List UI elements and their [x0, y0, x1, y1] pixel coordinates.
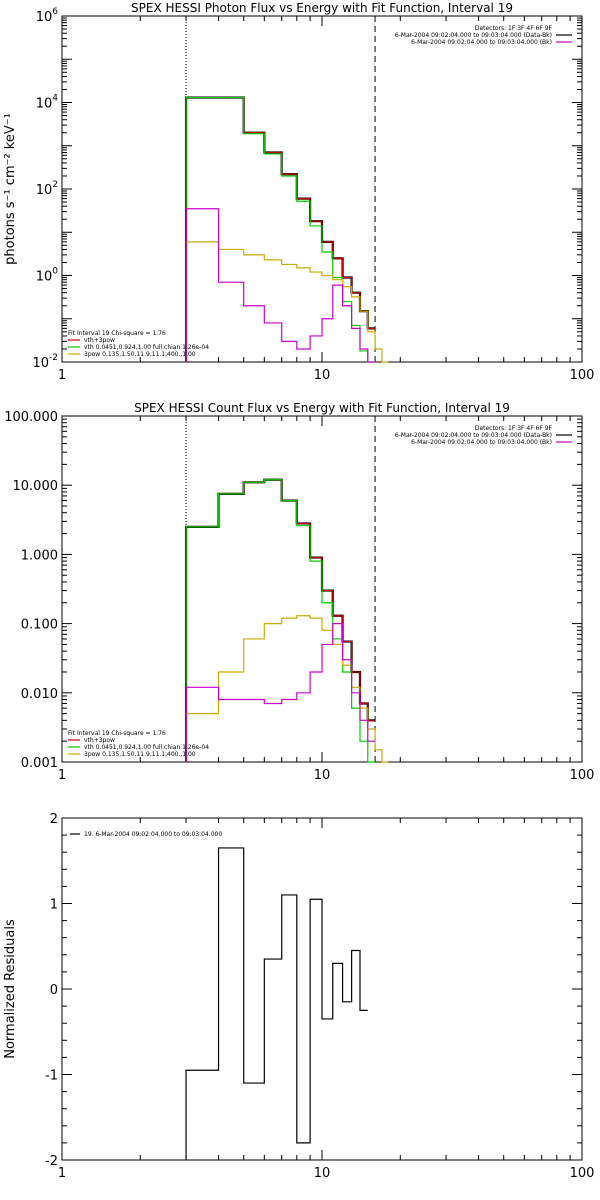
legend-bottom-entry: vth 0.0451,0.924,1.00 full chian 1.26e-0… — [84, 744, 209, 751]
chart-title: SPEX HESSI Count Flux vs Energy with Fit… — [134, 401, 510, 415]
y-tick-label: 1 — [50, 898, 58, 913]
y-tick-base: 10 — [36, 10, 53, 25]
y-tick-label: 10.000 — [13, 479, 59, 494]
y-tick-label: 100 — [36, 267, 59, 285]
legend-bottom-entry: 3pow 0.135,1.50,11.9,11.1,400.,1.00 — [84, 751, 196, 758]
series-pow — [185, 241, 389, 363]
y-tick-label: 106 — [36, 7, 59, 25]
x-tick-label: 10 — [314, 768, 331, 783]
legend-bottom-entry: Fit Interval 19 Chi-square = 1.76 — [68, 330, 166, 337]
legend-top-entry: 6-Mar-2004 09:02:04.000 to 09:03:04.000 … — [395, 432, 552, 439]
plot-frame — [61, 15, 583, 363]
y-tick-base: 10 — [32, 356, 49, 371]
y-tick-label: 1.000 — [21, 548, 58, 563]
chart-photon: SPEX HESSI Photon Flux vs Energy with Fi… — [3, 1, 594, 383]
series-data — [184, 478, 376, 762]
legend-bottom: Fit Interval 19 Chi-square = 1.76vth+3po… — [68, 730, 209, 758]
chart-resid: Normalized Residuals 1 10 100 -2 -1 0 1 2 19. 6-M… — [3, 812, 594, 1181]
legend-bottom-entry: vth 0.0451,0.924,1.00 full chian 1.26e-0… — [84, 344, 209, 351]
y-axis: -2 -1 0 1 2 — [45, 812, 582, 1169]
legend-left-entry: 19. 6-Mar-2004 09:02:04.000 to 09:03:04.… — [84, 831, 222, 838]
x-tick-label: 10 — [314, 368, 331, 383]
y-tick-label: 10-2 — [32, 353, 58, 371]
x-tick-label: 100 — [570, 768, 595, 783]
series-bkg — [185, 208, 376, 363]
x-tick-label: 100 — [570, 368, 595, 383]
legend-top-entry: Detectors: 1F 3F 4F 6F 9F — [475, 25, 553, 32]
chart-count: SPEX HESSI Count Flux vs Energy with Fit… — [4, 401, 594, 783]
y-tick-label: 102 — [36, 180, 58, 198]
series-pow — [185, 615, 389, 763]
y-tick-label: 0.010 — [21, 687, 58, 702]
series-data — [184, 96, 376, 362]
y-tick-label: 0 — [50, 983, 58, 998]
legend-top: Detectors: 1F 3F 4F 6F 9F6-Mar-2004 09:0… — [395, 25, 572, 46]
y-tick-exponent: -2 — [49, 353, 58, 363]
y-tick-label: -1 — [45, 1069, 58, 1084]
y-tick-label: 2 — [50, 812, 58, 827]
y-tick-exponent: 0 — [52, 267, 58, 277]
x-axis: 1 10 100 — [58, 416, 595, 783]
y-tick-base: 10 — [36, 97, 53, 112]
y-axis: 0.001 0.010 0.100 1.000 10.000 100.000 — [4, 410, 582, 771]
y-axis-label: photons s⁻¹ cm⁻² keV⁻¹ — [3, 113, 18, 265]
x-tick-label: 1 — [58, 1166, 66, 1181]
y-tick-base: 10 — [36, 183, 53, 198]
y-tick-label: 0.001 — [21, 756, 58, 771]
series-fit — [185, 479, 376, 762]
chart-title: SPEX HESSI Photon Flux vs Energy with Fi… — [131, 1, 513, 15]
legend-bottom-entry: vth+3pow — [84, 337, 115, 344]
legend-bottom: Fit Interval 19 Chi-square = 1.76vth+3po… — [68, 330, 209, 358]
series-bkg — [185, 623, 376, 762]
legend-bottom-entry: vth+3pow — [84, 737, 115, 744]
series-fit — [185, 96, 376, 362]
x-axis: 1 10 100 — [58, 16, 595, 383]
y-tick-label: -2 — [45, 1154, 58, 1169]
x-tick-label: 10 — [314, 1166, 331, 1181]
legend-top-entry: 6-Mar-2004 09:02:04.000 to 09:03:04.000 … — [411, 439, 552, 446]
y-tick-label: 0.100 — [21, 618, 58, 633]
y-tick-label: 104 — [36, 94, 59, 112]
legend-bottom-entry: Fit Interval 19 Chi-square = 1.76 — [68, 730, 166, 737]
x-tick-label: 1 — [58, 768, 66, 783]
legend-top-entry: Detectors: 1F 3F 4F 6F 9F — [475, 425, 553, 432]
y-tick-exponent: 6 — [52, 7, 58, 17]
x-tick-label: 100 — [570, 1166, 595, 1181]
y-tick-label: 100.000 — [4, 410, 58, 425]
legend-top-entry: 6-Mar-2004 09:02:04.000 to 09:03:04.000 … — [411, 39, 552, 46]
x-tick-label: 1 — [58, 368, 66, 383]
y-tick-exponent: 2 — [52, 180, 58, 190]
y-tick-base: 10 — [36, 270, 53, 285]
series-residuals — [185, 847, 368, 1160]
series-vth — [185, 479, 376, 763]
legend-bottom-entry: 3pow 0.135,1.50,11.9,11.1,400.,1.00 — [84, 351, 196, 358]
y-axis-label: Normalized Residuals — [3, 919, 18, 1059]
x-axis: 1 10 100 — [58, 818, 595, 1181]
y-tick-exponent: 4 — [52, 94, 58, 104]
legend-top: Detectors: 1F 3F 4F 6F 9F6-Mar-2004 09:0… — [395, 425, 572, 446]
series-vth — [185, 96, 376, 363]
legend-top-entry: 6-Mar-2004 09:02:04.000 to 09:03:04.000 … — [395, 32, 552, 39]
legend-left: 19. 6-Mar-2004 09:02:04.000 to 09:03:04.… — [70, 831, 222, 838]
